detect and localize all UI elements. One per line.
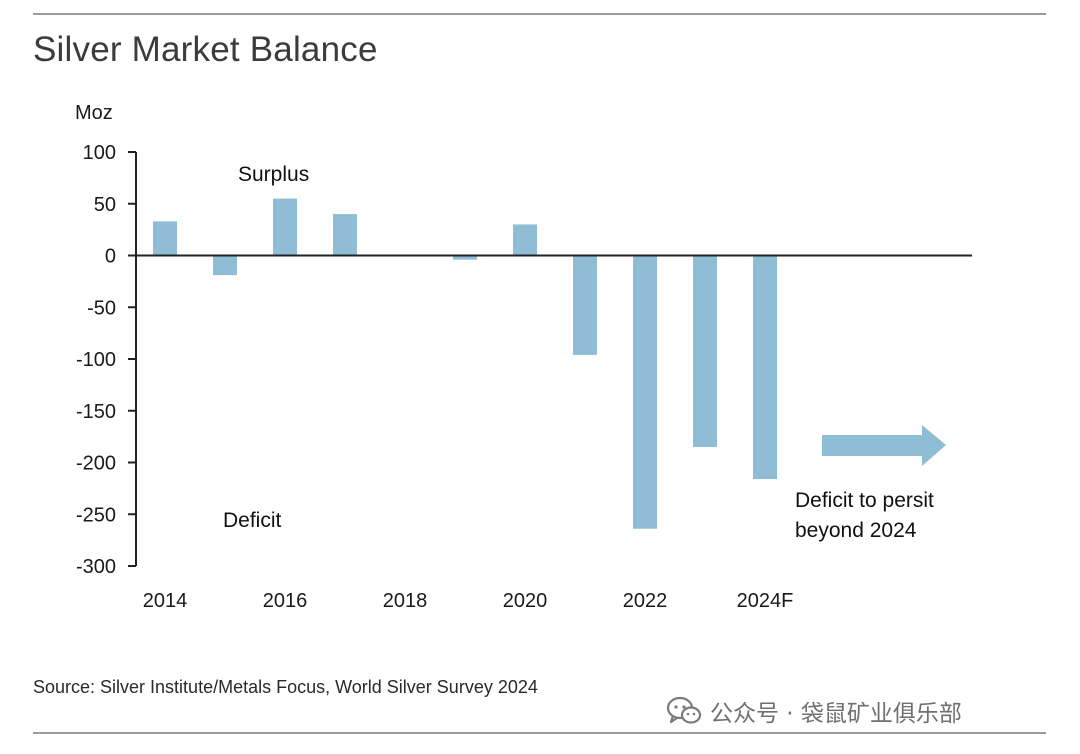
chart-title: Silver Market Balance — [33, 30, 378, 69]
bar-2015 — [213, 255, 237, 276]
arrow-right-icon — [822, 425, 946, 466]
bar-2023 — [693, 255, 717, 447]
annotation-note-line2: beyond 2024 — [795, 519, 917, 542]
bar-2020 — [513, 224, 537, 256]
bar-2019 — [453, 255, 477, 260]
y-tick-label: 0 — [105, 246, 116, 268]
annotation-note-line1: Deficit to persit — [795, 489, 934, 512]
x-tick-label: 2022 — [623, 590, 668, 612]
y-tick-label: -250 — [76, 504, 116, 526]
source-note: Source: Silver Institute/Metals Focus, W… — [33, 677, 538, 697]
y-tick-label: -200 — [76, 453, 116, 475]
y-tick-label: -50 — [87, 297, 116, 319]
wechat-icon — [666, 696, 702, 724]
y-tick-label: 50 — [94, 194, 116, 216]
bar-2017 — [333, 214, 357, 256]
x-tick-label: 2024F — [737, 590, 794, 612]
bar-2024F — [753, 255, 777, 480]
watermark: 公众号 · 袋鼠矿业俱乐部 — [666, 693, 962, 729]
y-tick-label: -100 — [76, 349, 116, 371]
x-tick-label: 2020 — [503, 590, 548, 612]
x-tick-label: 2016 — [263, 590, 308, 612]
bar-2016 — [273, 198, 297, 256]
x-tick-label: 2014 — [143, 590, 188, 612]
watermark-text: 公众号 · 袋鼠矿业俱乐部 — [710, 701, 962, 727]
y-tick-label: 100 — [83, 142, 116, 164]
y-tick-label: -300 — [76, 556, 116, 578]
bar-2022 — [633, 255, 657, 529]
annotation-deficit: Deficit — [223, 509, 282, 532]
top-rule — [33, 13, 1046, 15]
y-axis-label: Moz — [75, 102, 113, 124]
x-tick-label: 2018 — [383, 590, 428, 612]
bar-2021 — [573, 255, 597, 355]
y-tick-label: -150 — [76, 401, 116, 423]
bar-2014 — [153, 221, 177, 256]
bottom-rule — [33, 732, 1046, 734]
annotation-surplus: Surplus — [238, 163, 309, 186]
